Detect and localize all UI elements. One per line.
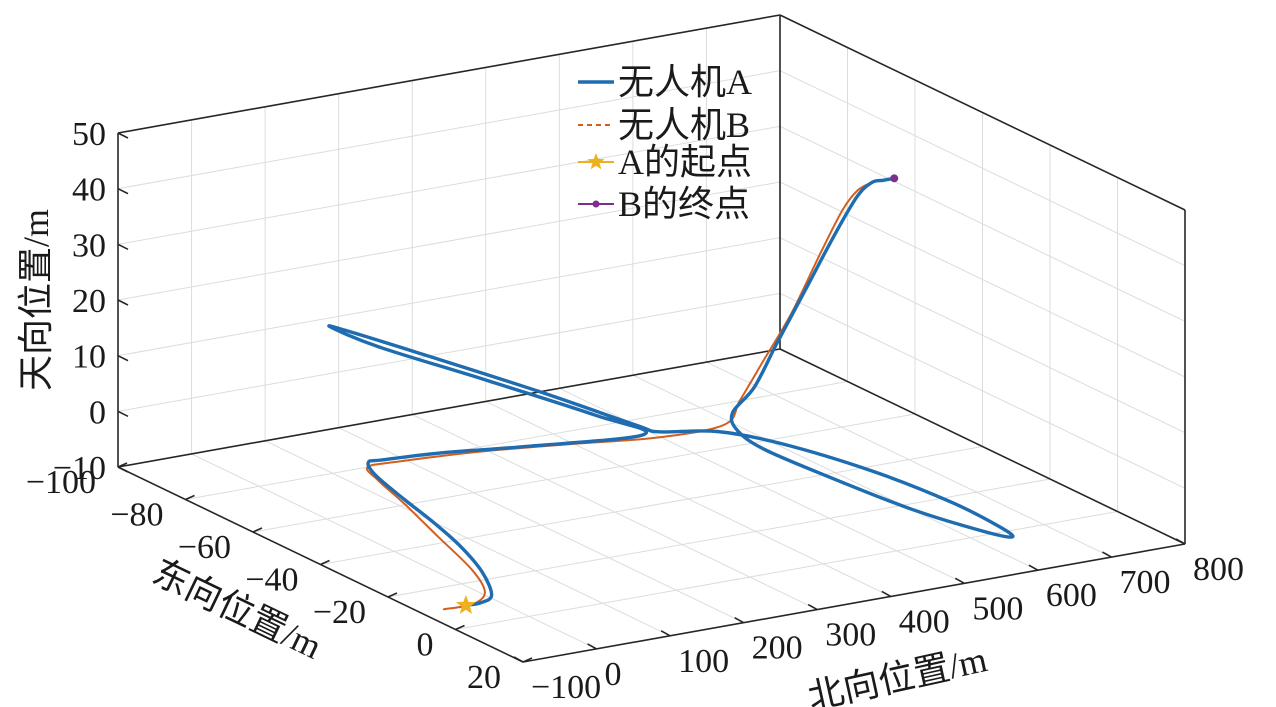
grid-line (117, 125, 781, 245)
y-tick (587, 643, 597, 650)
y-tick-label: −100 (531, 669, 601, 706)
z-tick-label: 10 (72, 339, 106, 376)
y-tick (881, 590, 892, 598)
grid-line (779, 125, 1186, 322)
y-tick-label: 500 (972, 590, 1023, 627)
z-tick (117, 410, 129, 418)
y-tick (734, 616, 745, 624)
end-dot-marker (890, 174, 899, 183)
axis-edge (117, 348, 781, 468)
z-tick (117, 243, 129, 251)
x-tick-label: −80 (110, 497, 163, 534)
axis-edge (779, 14, 1186, 211)
grid-line (320, 446, 983, 565)
legend-entry-a-start: A的起点 (578, 142, 752, 182)
z-axis-label: 天向位置/m (16, 209, 56, 391)
grid-line (117, 181, 781, 301)
x-tick (387, 592, 398, 598)
y-tick (660, 630, 671, 637)
z-tick-label: 20 (72, 283, 106, 320)
grid-line (779, 292, 1186, 489)
x-tick-label: −20 (313, 594, 366, 631)
series-line-b (365, 181, 874, 611)
legend-label-b: 无人机B (618, 105, 750, 145)
x-tick-label: −60 (178, 529, 231, 566)
y-tick (807, 603, 818, 611)
z-tick (117, 354, 129, 362)
y-tick-label: 700 (1119, 564, 1170, 601)
y-tick-label: 600 (1046, 577, 1097, 614)
x-axis-label: 东向位置/m (147, 552, 328, 667)
legend-label-a-start: A的起点 (618, 142, 752, 182)
y-tick (1102, 551, 1112, 558)
x-tick (117, 462, 128, 468)
y-tick-label: 400 (899, 603, 950, 640)
grid-line (252, 413, 916, 533)
x-tick (522, 657, 533, 663)
y-tick-label: 800 (1193, 551, 1244, 588)
axes-frame (117, 14, 1186, 663)
start-star-marker (455, 594, 476, 614)
grid-line (779, 70, 1186, 267)
x-tick (185, 494, 195, 501)
z-tick (117, 132, 129, 139)
series-layer (327, 176, 1015, 611)
x-tick (320, 559, 330, 566)
x-tick-label: −40 (245, 562, 298, 599)
z-tick-label: 30 (72, 227, 106, 264)
x-tick-label: 0 (417, 627, 434, 664)
y-tick (1175, 538, 1186, 545)
legend: 无人机A 无人机B A的起点 B的终点 (578, 62, 752, 224)
x-tick-label: 20 (467, 659, 501, 696)
z-tick (117, 187, 129, 195)
axis-edge (117, 14, 781, 134)
y-tick-label: 100 (678, 643, 729, 680)
grid-line (779, 237, 1186, 434)
y-tick (513, 656, 524, 663)
axis-edge (522, 543, 1186, 663)
legend-entry-b: 无人机B (578, 105, 750, 145)
legend-entry-b-end: B的终点 (578, 184, 750, 224)
legend-dot-icon (592, 200, 600, 208)
grid-line (117, 70, 781, 190)
legend-label-a: 无人机A (618, 62, 752, 102)
x-tick-label: −100 (26, 464, 96, 501)
legend-label-b-end: B的终点 (618, 184, 750, 224)
marker-layer (455, 174, 899, 614)
y-tick (954, 577, 965, 585)
x-tick (455, 624, 465, 631)
legend-star-icon (587, 153, 605, 170)
z-tick-label: −10 (53, 450, 106, 487)
y-tick-label: 200 (752, 630, 803, 667)
y-tick-label: 0 (605, 656, 622, 693)
grid-line (117, 292, 781, 412)
z-tick-label: 50 (72, 116, 106, 153)
legend-entry-a: 无人机A (578, 62, 752, 102)
y-tick-label: 300 (825, 617, 876, 654)
y-tick (1028, 564, 1039, 571)
z-tick-label: 0 (89, 394, 106, 431)
x-tick (252, 527, 263, 533)
axis-edge (779, 348, 1186, 545)
series-line-a (327, 176, 1015, 608)
z-tick-label: 40 (72, 172, 106, 209)
grid-line (185, 381, 848, 500)
grid-line (117, 237, 781, 357)
z-tick (117, 299, 129, 306)
z-tick (117, 466, 129, 473)
